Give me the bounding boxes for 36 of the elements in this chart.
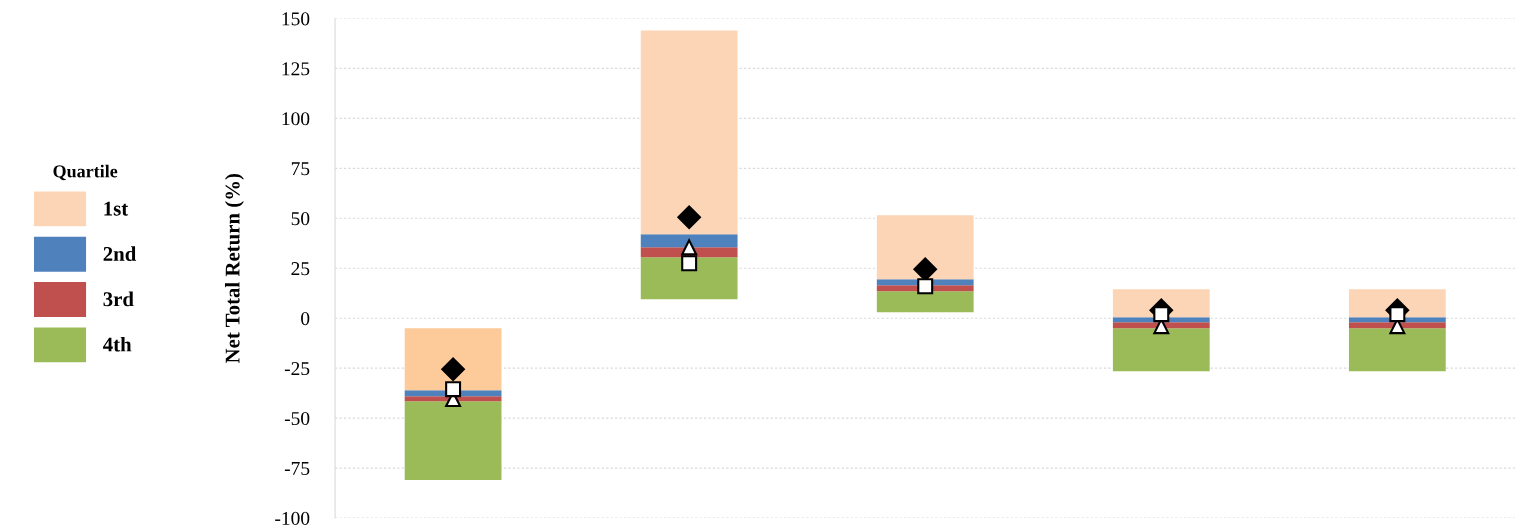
point <box>441 357 465 381</box>
legend-label: 2nd <box>103 246 137 261</box>
bar <box>404 401 502 481</box>
y-tick-label: 150 <box>282 12 310 26</box>
legend-label: 1st <box>104 201 129 216</box>
bar <box>640 30 738 235</box>
legend-label: 4th <box>103 336 132 352</box>
legend-title: Quartile <box>53 164 118 181</box>
point <box>1153 306 1170 323</box>
point <box>445 381 462 398</box>
legend-label: 3rd <box>103 291 134 307</box>
point <box>677 205 701 230</box>
y-tick-label: 75 <box>291 162 310 176</box>
bar <box>640 234 738 248</box>
point <box>917 278 934 295</box>
point <box>681 239 698 256</box>
y-tick-label: 0 <box>301 312 310 326</box>
y-tick-label: 100 <box>282 112 310 126</box>
y-tick-label: 25 <box>291 262 310 276</box>
point <box>681 255 698 272</box>
y-tick-label: -100 <box>275 511 310 525</box>
bar <box>1112 322 1210 329</box>
point <box>1389 306 1406 323</box>
bar <box>876 215 974 280</box>
y-tick-label: 125 <box>282 62 310 76</box>
bar <box>1348 322 1446 329</box>
bar <box>1348 328 1446 372</box>
bar <box>404 328 502 391</box>
bar <box>1112 328 1210 372</box>
y-tick-label: -25 <box>284 362 310 376</box>
y-tick-label: -75 <box>284 462 310 476</box>
y-tick-label: -50 <box>284 411 310 426</box>
bar <box>876 291 974 313</box>
bar <box>640 257 738 300</box>
y-axis-title: Net Total Return (%) <box>224 173 244 364</box>
y-tick-label: 50 <box>291 212 310 226</box>
